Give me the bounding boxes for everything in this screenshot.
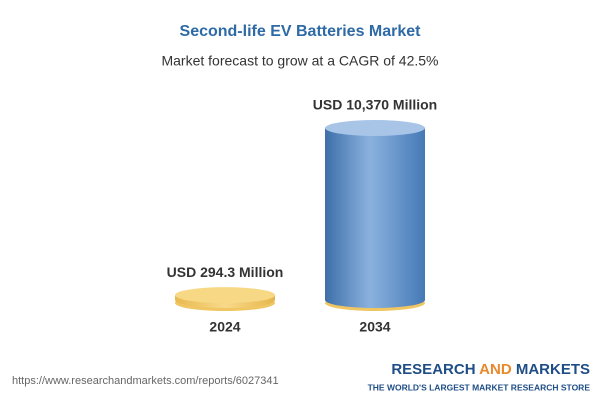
value-label: USD 10,370 Million (313, 97, 437, 113)
plot: USD 294.3 Million 2024 USD 10,370 Million 2… (167, 97, 438, 335)
brand-word: MARKETS (516, 361, 590, 378)
chart-subtitle: Market forecast to grow at a CAGR of 42.… (161, 53, 438, 69)
x-tick-label: 2034 (359, 319, 390, 335)
brand-word: RESEARCH (391, 361, 475, 378)
x-tick-label: 2024 (209, 319, 240, 335)
chart-title: Second-life EV Batteries Market (180, 23, 422, 40)
source-url: https://www.researchandmarkets.com/repor… (12, 375, 279, 387)
bar (325, 128, 425, 308)
bar-top (325, 120, 425, 136)
value-label: USD 294.3 Million (167, 264, 284, 280)
brand-logo: RESEARCH AND MARKETS (391, 361, 590, 378)
brand-word: AND (479, 361, 512, 378)
bar-top (175, 287, 275, 304)
brand-tagline: THE WORLD'S LARGEST MARKET RESEARCH STOR… (368, 382, 591, 392)
